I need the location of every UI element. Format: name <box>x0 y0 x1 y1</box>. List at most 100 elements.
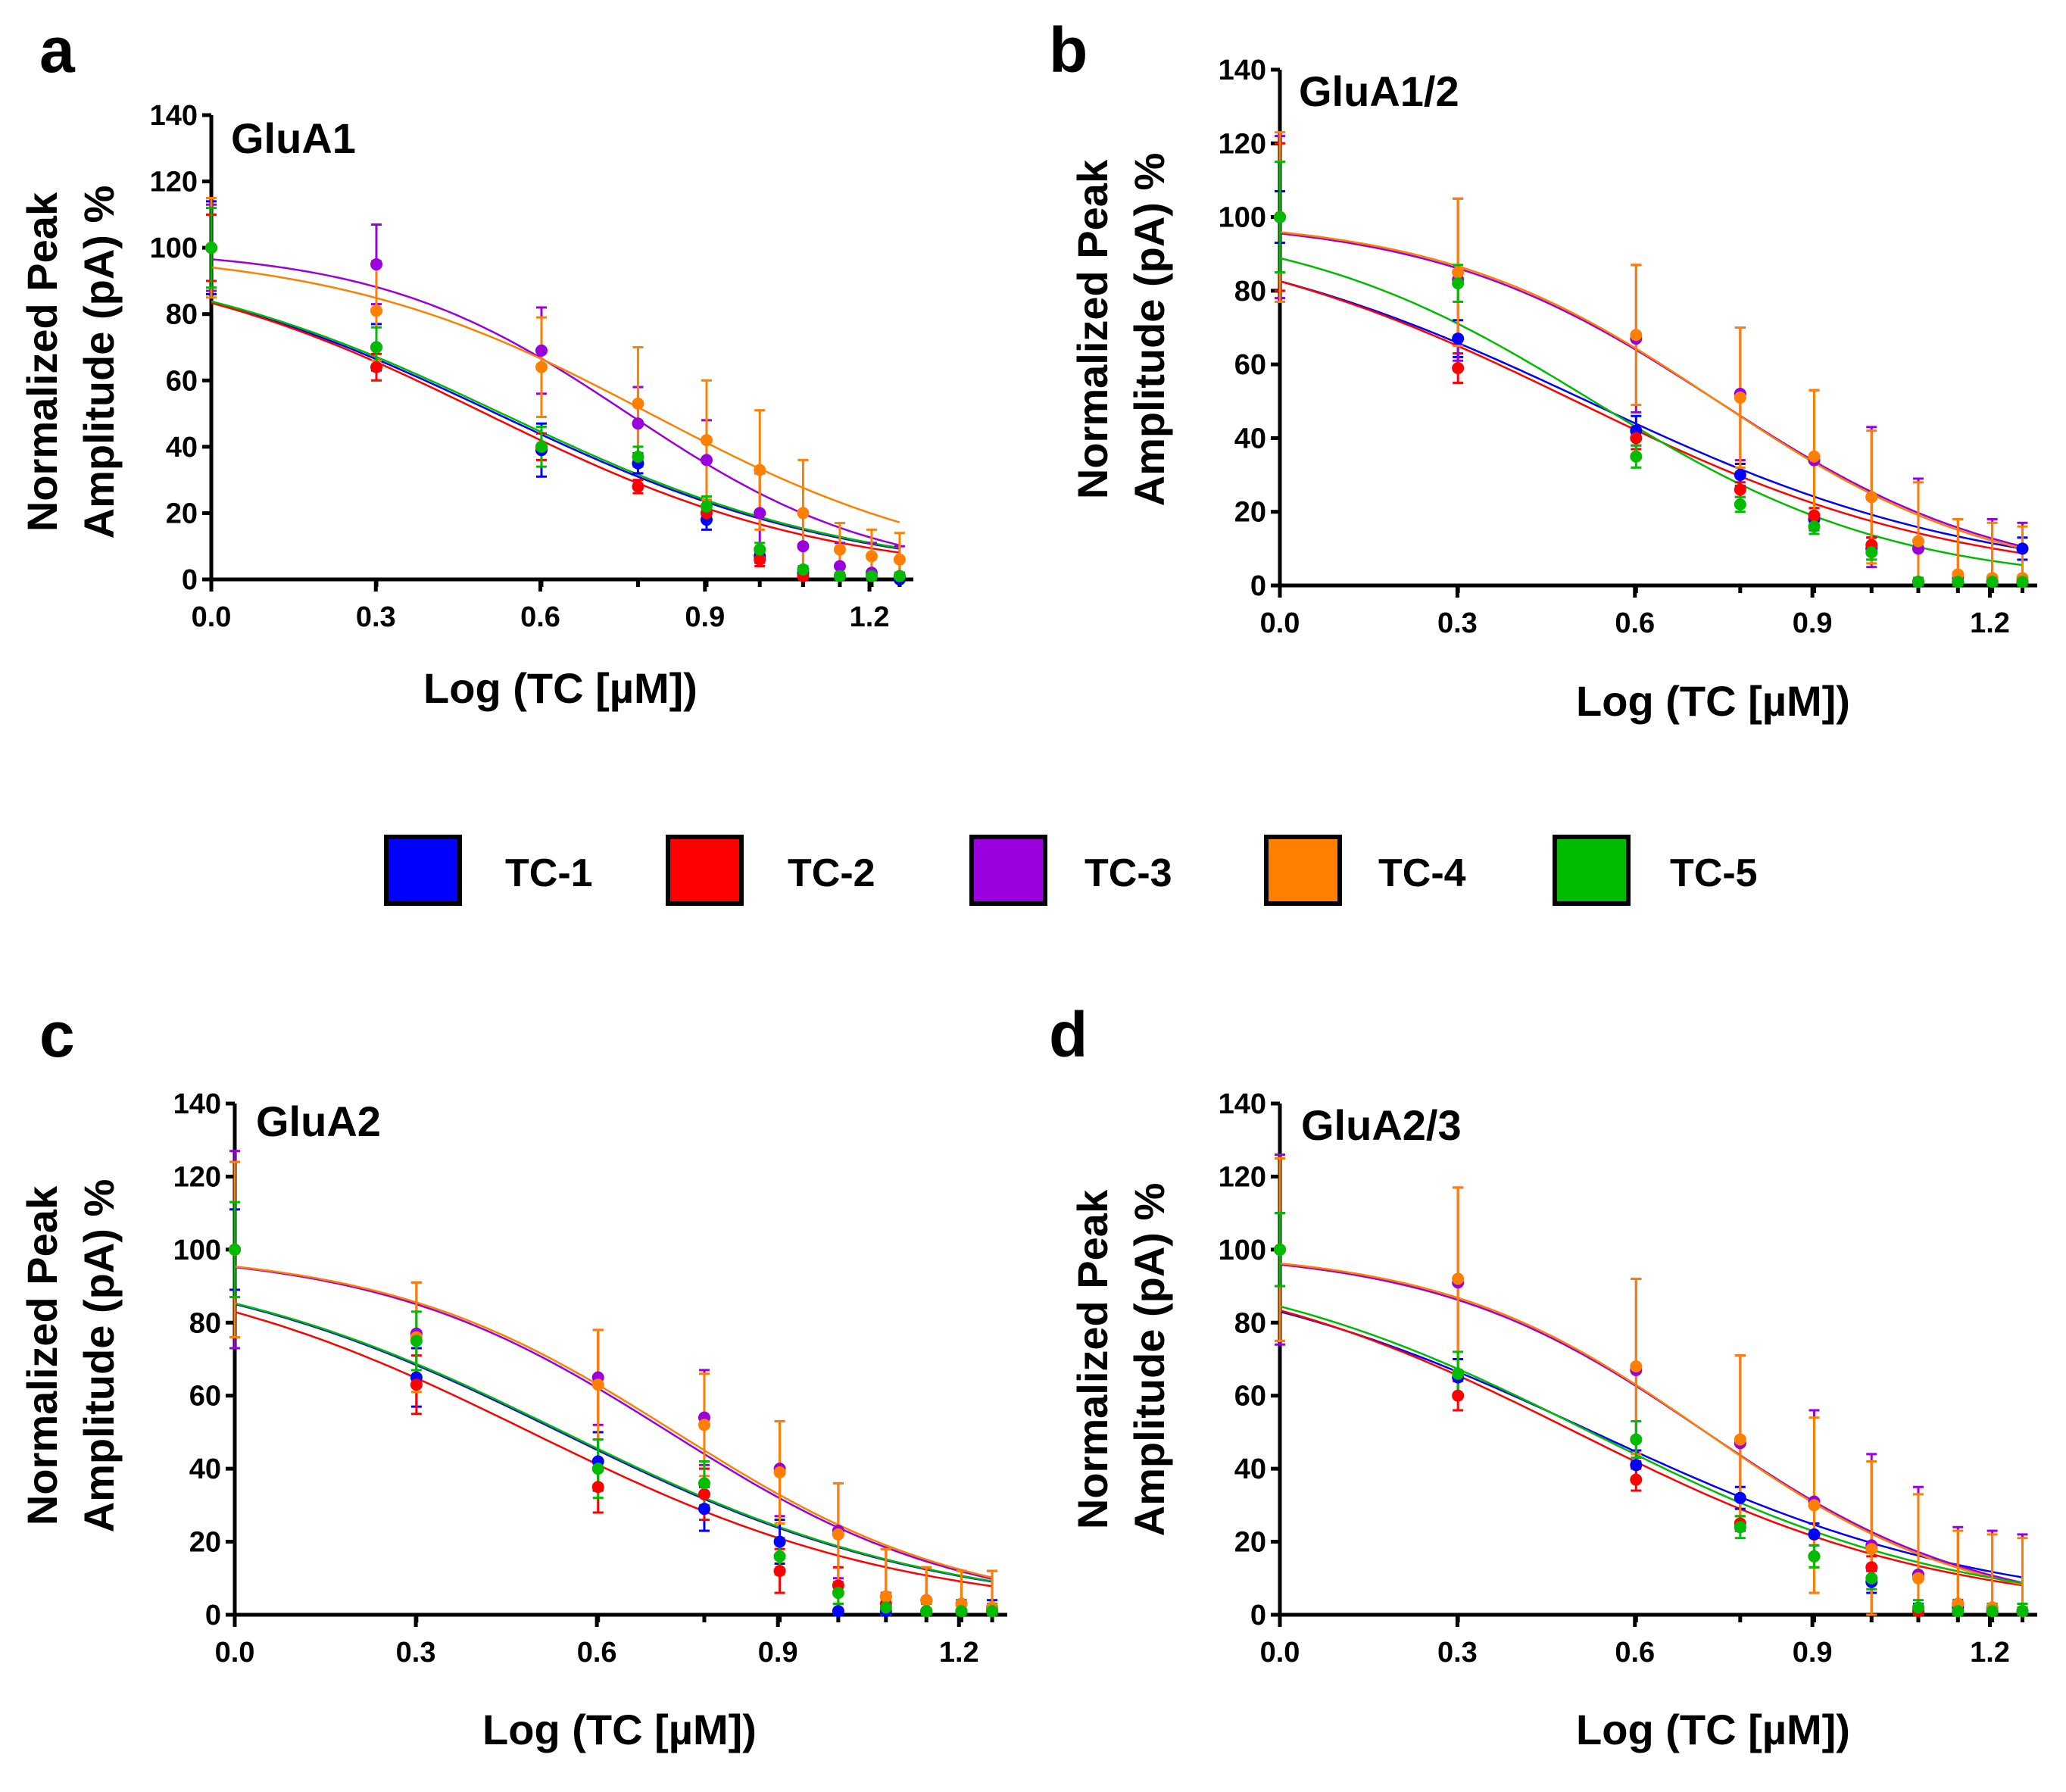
data-point-tc-4 <box>1734 1433 1746 1446</box>
x-tick-label: 0.3 <box>396 1637 436 1669</box>
x-tick-label: 0.6 <box>520 601 560 633</box>
data-point-tc-5 <box>833 570 846 582</box>
fit-curve-tc-3 <box>1279 1263 2023 1584</box>
x-tick-label: 0.6 <box>1615 607 1655 639</box>
data-point-tc-5 <box>1734 1521 1746 1534</box>
data-point-tc-5 <box>1452 1367 1465 1380</box>
data-point-tc-3 <box>833 560 846 573</box>
panel-title: GluA1 <box>231 114 356 162</box>
x-tick-label: 0.0 <box>1260 1637 1300 1669</box>
data-point-tc-5 <box>2016 1605 2029 1618</box>
y-axis-title-line2: Amplitude (pA) % <box>75 1179 123 1533</box>
panel-title: GluA2 <box>256 1097 381 1145</box>
legend-swatch-tc-4 <box>1264 835 1342 906</box>
y-tick-label: 20 <box>189 1527 221 1559</box>
data-point-tc-4 <box>1808 450 1821 463</box>
data-point-tc-4 <box>535 361 548 373</box>
legend-label-tc-3: TC-3 <box>1084 851 1172 895</box>
fit-curve-tc-1 <box>1279 1310 2023 1578</box>
y-tick-label: 100 <box>1219 1235 1266 1266</box>
x-tick-label: 0.0 <box>215 1637 255 1669</box>
data-point-tc-2 <box>370 361 382 373</box>
data-point-tc-4 <box>893 553 906 566</box>
data-point-tc-4 <box>833 543 846 556</box>
data-point-tc-5 <box>773 1550 786 1563</box>
fit-curve-tc-3 <box>1279 232 2023 548</box>
data-point-tc-5 <box>1274 211 1286 223</box>
data-point-tc-5 <box>1274 1243 1286 1256</box>
data-point-tc-1 <box>1734 1491 1746 1504</box>
data-point-tc-2 <box>1808 509 1821 522</box>
data-point-tc-2 <box>1630 1473 1643 1486</box>
panel-a: a GluA1 Normalized Peak Amplitude (pA) %… <box>18 14 913 712</box>
data-point-tc-3 <box>535 344 548 357</box>
fit-curve-tc-4 <box>1279 231 2023 550</box>
x-axis-title: Log (TC [µM]) <box>1576 1706 1850 1753</box>
data-point-tc-5 <box>893 570 906 582</box>
fit-curve-tc-2 <box>1279 280 2023 554</box>
y-axis-title-line1: Normalized Peak <box>1069 159 1116 499</box>
y-tick-label: 120 <box>150 167 198 198</box>
y-tick-label: 120 <box>1219 128 1266 160</box>
data-point-tc-5 <box>879 1601 892 1614</box>
data-point-tc-5 <box>1865 1572 1878 1584</box>
data-point-tc-1 <box>1452 332 1465 345</box>
y-tick-label: 40 <box>1234 1453 1266 1485</box>
legend-swatch-tc-5 <box>1553 835 1631 906</box>
fit-curve-tc-3 <box>211 258 900 547</box>
data-point-tc-5 <box>1734 498 1746 510</box>
data-point-tc-3 <box>754 507 766 520</box>
data-point-tc-1 <box>832 1605 844 1618</box>
y-tick-label: 80 <box>1234 1307 1266 1339</box>
data-point-tc-4 <box>1630 1360 1643 1373</box>
data-point-tc-5 <box>1808 520 1821 533</box>
panel-letter: a <box>39 14 76 86</box>
y-tick-label: 100 <box>1219 202 1266 234</box>
data-point-tc-1 <box>1630 1459 1643 1472</box>
data-point-tc-2 <box>773 1565 786 1578</box>
y-tick-label: 40 <box>166 432 198 464</box>
y-axis-title-line1: Normalized Peak <box>1069 1189 1116 1529</box>
fit-curve-tc-2 <box>211 301 900 554</box>
legend-label-tc-4: TC-4 <box>1378 851 1466 895</box>
data-point-tc-5 <box>986 1605 999 1618</box>
x-tick-label: 0.9 <box>1793 1637 1833 1669</box>
data-point-tc-5 <box>591 1463 604 1475</box>
y-tick-label: 120 <box>1219 1161 1266 1193</box>
y-tick-label: 100 <box>150 233 198 264</box>
y-tick-label: 140 <box>173 1088 221 1120</box>
data-point-tc-4 <box>1452 266 1465 279</box>
data-point-tc-4 <box>1734 391 1746 404</box>
x-axis-title: Log (TC [µM]) <box>482 1706 757 1753</box>
data-point-tc-3 <box>797 540 810 553</box>
data-point-tc-4 <box>1865 1543 1878 1556</box>
panel-title: GluA2/3 <box>1301 1101 1462 1149</box>
y-tick-label: 60 <box>1234 1381 1266 1413</box>
x-tick-label: 0.6 <box>577 1637 617 1669</box>
fit-curve-tc-2 <box>234 1310 993 1588</box>
x-tick-label: 1.2 <box>850 601 890 633</box>
data-point-tc-5 <box>1452 277 1465 290</box>
data-point-tc-5 <box>1986 576 1999 588</box>
fit-curve-tc-4 <box>211 266 900 523</box>
data-point-tc-5 <box>1630 1433 1643 1446</box>
y-tick-label: 20 <box>166 498 198 529</box>
data-point-tc-5 <box>229 1243 241 1256</box>
legend-swatch-tc-3 <box>969 835 1047 906</box>
fit-curve-tc-5 <box>211 300 900 549</box>
fit-curve-tc-4 <box>1279 1262 2023 1586</box>
legend: TC-1 TC-2 TC-3 TC-4 TC-5 <box>384 835 1758 906</box>
data-point-tc-5 <box>1952 576 1965 588</box>
y-tick-label: 20 <box>1234 497 1266 529</box>
legend-label-tc-5: TC-5 <box>1670 851 1758 895</box>
legend-label-tc-2: TC-2 <box>788 851 875 895</box>
fit-curve-tc-5 <box>234 1302 993 1582</box>
data-point-tc-5 <box>920 1605 933 1618</box>
fit-curve-tc-5 <box>1279 257 2023 567</box>
data-point-tc-2 <box>591 1481 604 1494</box>
data-point-tc-5 <box>832 1587 844 1600</box>
fit-curve-tc-3 <box>234 1266 993 1580</box>
fit-curve-tc-5 <box>1279 1305 2023 1584</box>
data-point-tc-4 <box>920 1594 933 1606</box>
